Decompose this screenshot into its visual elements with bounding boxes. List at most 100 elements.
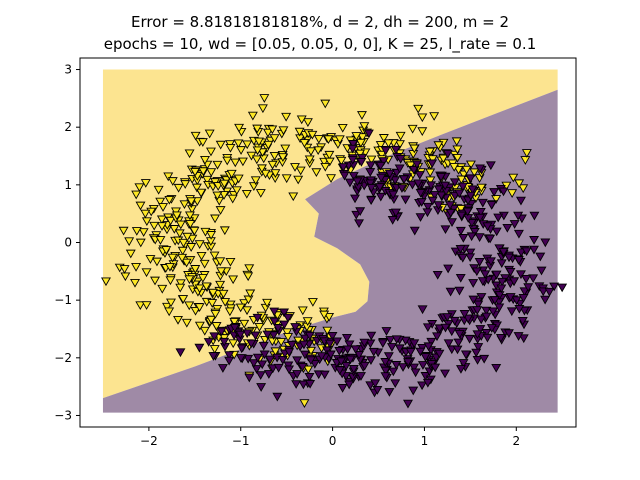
purple-region: [102, 89, 558, 413]
point-yellow: [210, 214, 221, 224]
point-purple: [252, 353, 263, 363]
point-purple: [540, 295, 551, 305]
point-yellow: [196, 188, 207, 198]
point-purple: [341, 334, 352, 343]
point-purple: [549, 282, 560, 292]
point-yellow: [211, 322, 222, 331]
point-yellow: [234, 123, 245, 133]
point-yellow: [207, 299, 218, 308]
point-yellow: [288, 192, 299, 202]
point-yellow: [145, 255, 156, 264]
point-yellow: [313, 135, 324, 144]
point-yellow: [190, 131, 201, 141]
point-purple: [348, 140, 359, 149]
point-purple: [284, 365, 295, 375]
point-yellow: [164, 307, 175, 317]
point-yellow: [224, 307, 235, 317]
point-yellow: [326, 174, 337, 183]
point-purple: [455, 226, 466, 236]
point-purple: [432, 332, 442, 342]
point-yellow: [228, 339, 239, 349]
point-yellow: [229, 317, 240, 327]
point-yellow: [413, 104, 424, 114]
point-purple: [363, 129, 374, 139]
point-purple: [366, 331, 377, 341]
point-yellow: [225, 143, 236, 153]
point-purple: [529, 211, 540, 221]
point-yellow: [407, 124, 418, 134]
point-yellow: [304, 155, 315, 165]
point-purple: [513, 332, 524, 341]
point-purple: [267, 364, 278, 374]
point-yellow: [394, 140, 405, 149]
point-yellow: [178, 295, 189, 304]
point-purple: [359, 338, 370, 348]
point-purple: [374, 183, 385, 192]
point-yellow: [378, 134, 389, 143]
point-yellow: [219, 226, 230, 236]
point-yellow: [150, 276, 160, 286]
point-purple: [305, 356, 316, 366]
point-yellow: [187, 234, 198, 244]
point-yellow: [282, 328, 293, 338]
point-yellow: [267, 125, 278, 135]
point-yellow: [252, 146, 263, 156]
point-purple: [463, 314, 474, 324]
point-yellow: [253, 137, 264, 147]
point-purple: [334, 366, 345, 376]
point-yellow: [140, 209, 151, 219]
point-yellow: [507, 189, 518, 198]
point-purple: [462, 207, 473, 217]
point-yellow: [194, 303, 205, 312]
point-purple: [519, 287, 530, 297]
point-yellow: [465, 160, 476, 170]
point-yellow: [405, 161, 416, 171]
point-yellow: [334, 135, 345, 145]
point-purple: [436, 172, 447, 182]
point-purple: [485, 234, 496, 244]
point-purple: [517, 316, 528, 326]
point-yellow: [177, 253, 188, 263]
point-purple: [203, 338, 214, 347]
point-purple: [447, 218, 457, 227]
point-purple: [279, 320, 290, 330]
point-yellow: [210, 310, 221, 319]
point-yellow: [186, 197, 197, 207]
point-yellow: [324, 157, 335, 167]
point-yellow: [124, 237, 135, 247]
point-purple: [235, 354, 246, 363]
point-yellow: [281, 174, 292, 184]
point-purple: [355, 207, 366, 216]
point-purple: [538, 287, 549, 297]
point-yellow: [215, 257, 226, 267]
point-purple: [515, 196, 526, 206]
point-yellow: [141, 268, 152, 278]
point-yellow: [311, 168, 322, 177]
point-yellow: [156, 215, 167, 225]
point-purple: [452, 345, 463, 355]
point-purple: [485, 161, 496, 171]
point-purple: [422, 323, 433, 333]
point-purple: [407, 180, 418, 190]
point-yellow: [307, 130, 318, 140]
point-purple: [376, 173, 387, 183]
point-purple: [334, 346, 345, 356]
point-purple: [304, 331, 315, 341]
point-yellow: [101, 277, 111, 287]
point-yellow: [456, 175, 467, 185]
point-purple: [416, 198, 427, 207]
point-yellow: [336, 156, 347, 166]
point-purple: [535, 252, 546, 262]
point-yellow: [169, 225, 180, 234]
point-yellow: [206, 231, 217, 240]
point-yellow: [521, 149, 532, 158]
point-purple: [384, 388, 395, 397]
point-purple: [383, 352, 394, 362]
point-purple: [442, 149, 453, 159]
point-purple: [427, 196, 438, 206]
point-yellow: [222, 156, 233, 166]
point-yellow: [293, 175, 304, 185]
point-purple: [460, 350, 471, 360]
point-purple: [248, 359, 259, 368]
y-tick-label: −3: [54, 408, 72, 422]
